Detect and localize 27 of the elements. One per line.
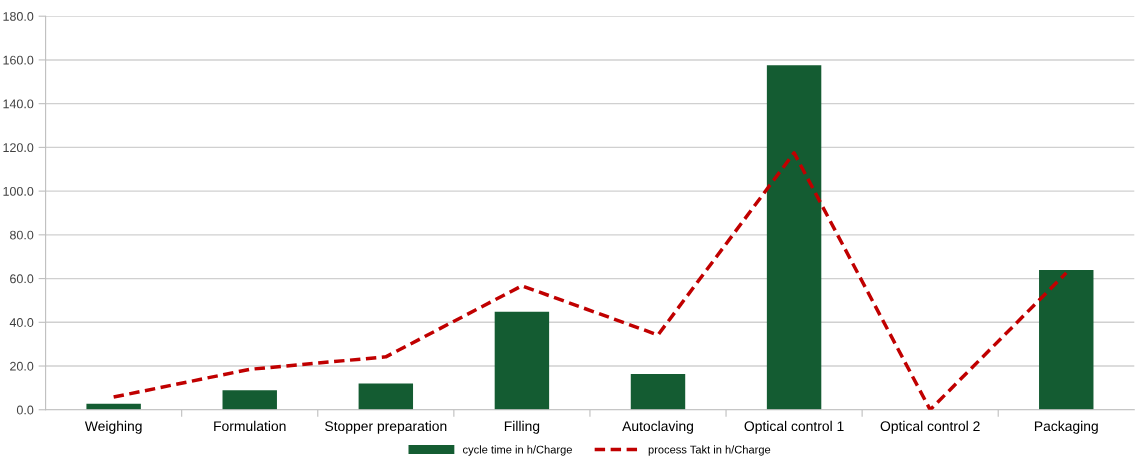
x-tick-label: Formulation [214,420,286,432]
y-tick-label: 100.0 [3,186,34,196]
bar [766,65,822,410]
legend-label: cycle time in h/Charge [463,445,572,456]
bar [1039,270,1094,410]
x-tick-label: Weighing [84,420,142,434]
y-tick-label: 40.0 [9,318,34,327]
x-tick-label: Optical control 2 [880,420,980,434]
legend-label: process Takt in h/Charge [648,445,771,456]
y-tick-label: 0.0 [16,405,34,415]
y-tick-label: 160.0 [3,55,34,65]
x-tick-label: Filling [504,420,540,434]
x-tick-label: Packaging [1034,420,1098,434]
x-tick-label: Stopper preparation [325,420,447,434]
y-tick-label: 20.0 [10,361,34,371]
y-tick-label: 140.0 [3,99,34,109]
bar [494,311,550,410]
y-tick-label: 80.0 [10,230,34,240]
bar [358,383,414,410]
bar [222,390,277,410]
bar [630,373,686,410]
y-tick-label: 120.0 [3,143,34,153]
y-tick-label: 180.0 [3,12,34,21]
x-tick-label: Optical control 1 [744,420,844,434]
x-tick-label: Autoclaving [622,420,693,434]
y-tick-label: 60.0 [10,274,34,284]
line-series [111,151,1068,410]
